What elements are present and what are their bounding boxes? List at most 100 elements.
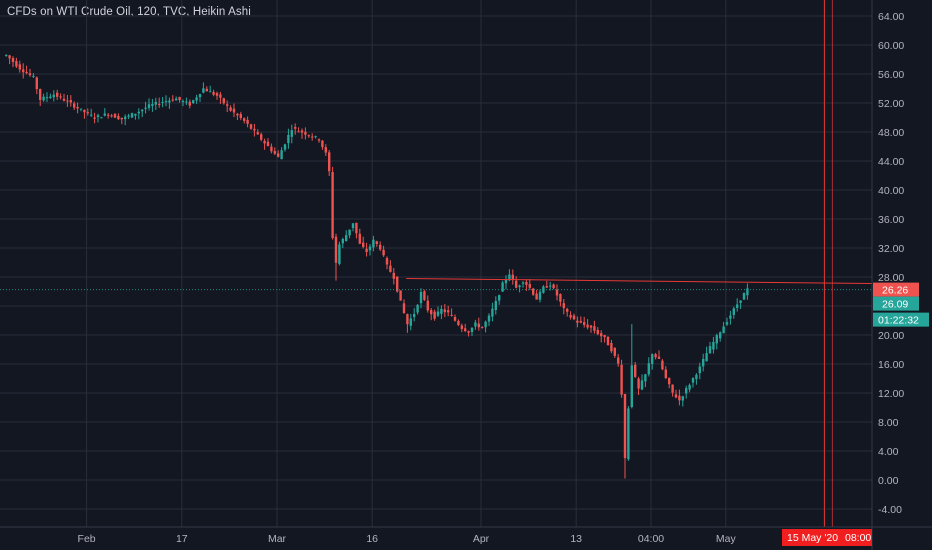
candle bbox=[331, 166, 334, 240]
candle-body bbox=[657, 356, 661, 359]
candle-body bbox=[290, 130, 293, 137]
candle-body bbox=[181, 100, 185, 102]
candle-body bbox=[674, 394, 678, 398]
candle bbox=[25, 65, 28, 75]
candle-body bbox=[576, 320, 579, 323]
candle-body bbox=[627, 408, 630, 460]
candle bbox=[375, 240, 378, 247]
candle-body bbox=[15, 61, 18, 67]
candle-body bbox=[375, 241, 378, 244]
candle-body bbox=[5, 54, 8, 56]
candle-body bbox=[321, 140, 324, 148]
candle bbox=[127, 113, 130, 120]
candle bbox=[300, 128, 304, 139]
candle-body bbox=[127, 115, 130, 117]
candle-body bbox=[351, 223, 355, 228]
candle bbox=[161, 97, 164, 108]
candle-body bbox=[76, 106, 79, 109]
candle bbox=[698, 362, 701, 380]
candle bbox=[545, 280, 548, 289]
candle bbox=[430, 307, 433, 321]
candle bbox=[678, 389, 681, 406]
candle-body bbox=[392, 272, 395, 279]
candle bbox=[175, 96, 178, 101]
candle-body bbox=[229, 107, 232, 111]
candle bbox=[719, 331, 722, 342]
candle bbox=[470, 327, 474, 336]
candle bbox=[644, 373, 647, 388]
candle-body bbox=[147, 104, 151, 108]
candle-body bbox=[341, 238, 344, 244]
y-tick-label: 4.00 bbox=[878, 446, 899, 458]
candle bbox=[86, 108, 89, 116]
candle-body bbox=[79, 108, 83, 110]
candle bbox=[484, 320, 487, 333]
candle bbox=[270, 143, 273, 154]
candle-body bbox=[219, 94, 222, 98]
candle bbox=[569, 311, 572, 320]
candle bbox=[392, 268, 395, 285]
candle bbox=[729, 310, 732, 325]
candle bbox=[76, 102, 79, 114]
candle-body bbox=[678, 395, 681, 401]
candle bbox=[433, 309, 436, 321]
candle bbox=[215, 91, 219, 100]
candle bbox=[399, 290, 402, 301]
candle-body bbox=[705, 353, 708, 362]
candle-body bbox=[508, 274, 511, 281]
candle bbox=[355, 222, 358, 239]
candle-body bbox=[185, 101, 188, 103]
candle bbox=[423, 289, 426, 302]
candle bbox=[712, 336, 715, 354]
candle bbox=[188, 99, 191, 109]
candle bbox=[572, 313, 576, 321]
candle bbox=[49, 93, 52, 99]
candle-body bbox=[317, 139, 321, 141]
x-tick-label: 16 bbox=[366, 533, 378, 545]
candle bbox=[385, 256, 389, 270]
price-label-26-09: 26.09 bbox=[882, 299, 908, 311]
candle-body bbox=[178, 96, 181, 101]
candle-body bbox=[739, 300, 742, 303]
candle bbox=[314, 135, 317, 139]
candle bbox=[409, 313, 412, 331]
candle-body bbox=[345, 235, 348, 242]
candle-body bbox=[426, 300, 429, 311]
candle-body bbox=[246, 119, 249, 124]
candle bbox=[107, 112, 110, 119]
candle-body bbox=[379, 244, 382, 250]
candle bbox=[100, 116, 103, 119]
candle-body bbox=[256, 132, 259, 135]
candle bbox=[426, 295, 429, 313]
candle bbox=[307, 134, 310, 138]
candle-body bbox=[498, 295, 501, 301]
candle-body bbox=[66, 100, 69, 102]
candle bbox=[348, 229, 351, 239]
candle-body bbox=[368, 246, 372, 251]
candle-body bbox=[205, 88, 208, 92]
candle bbox=[688, 383, 691, 393]
candle-body bbox=[708, 346, 712, 354]
candle-body bbox=[423, 291, 426, 300]
candle bbox=[232, 103, 236, 118]
candle bbox=[732, 306, 735, 319]
candle bbox=[685, 385, 688, 399]
candle-body bbox=[365, 248, 368, 253]
candle bbox=[321, 139, 324, 150]
candle bbox=[447, 305, 450, 317]
candle bbox=[746, 283, 749, 300]
candle bbox=[311, 133, 314, 141]
candle bbox=[294, 123, 297, 135]
candle-body bbox=[562, 303, 565, 309]
candle bbox=[134, 113, 137, 120]
candle bbox=[8, 54, 11, 65]
candle-body bbox=[226, 104, 229, 106]
candle-body bbox=[69, 100, 72, 103]
candle bbox=[69, 95, 72, 107]
candle bbox=[494, 296, 497, 315]
candle bbox=[18, 60, 21, 73]
candle-body bbox=[593, 326, 596, 331]
candle bbox=[467, 330, 470, 337]
candle bbox=[229, 105, 232, 112]
